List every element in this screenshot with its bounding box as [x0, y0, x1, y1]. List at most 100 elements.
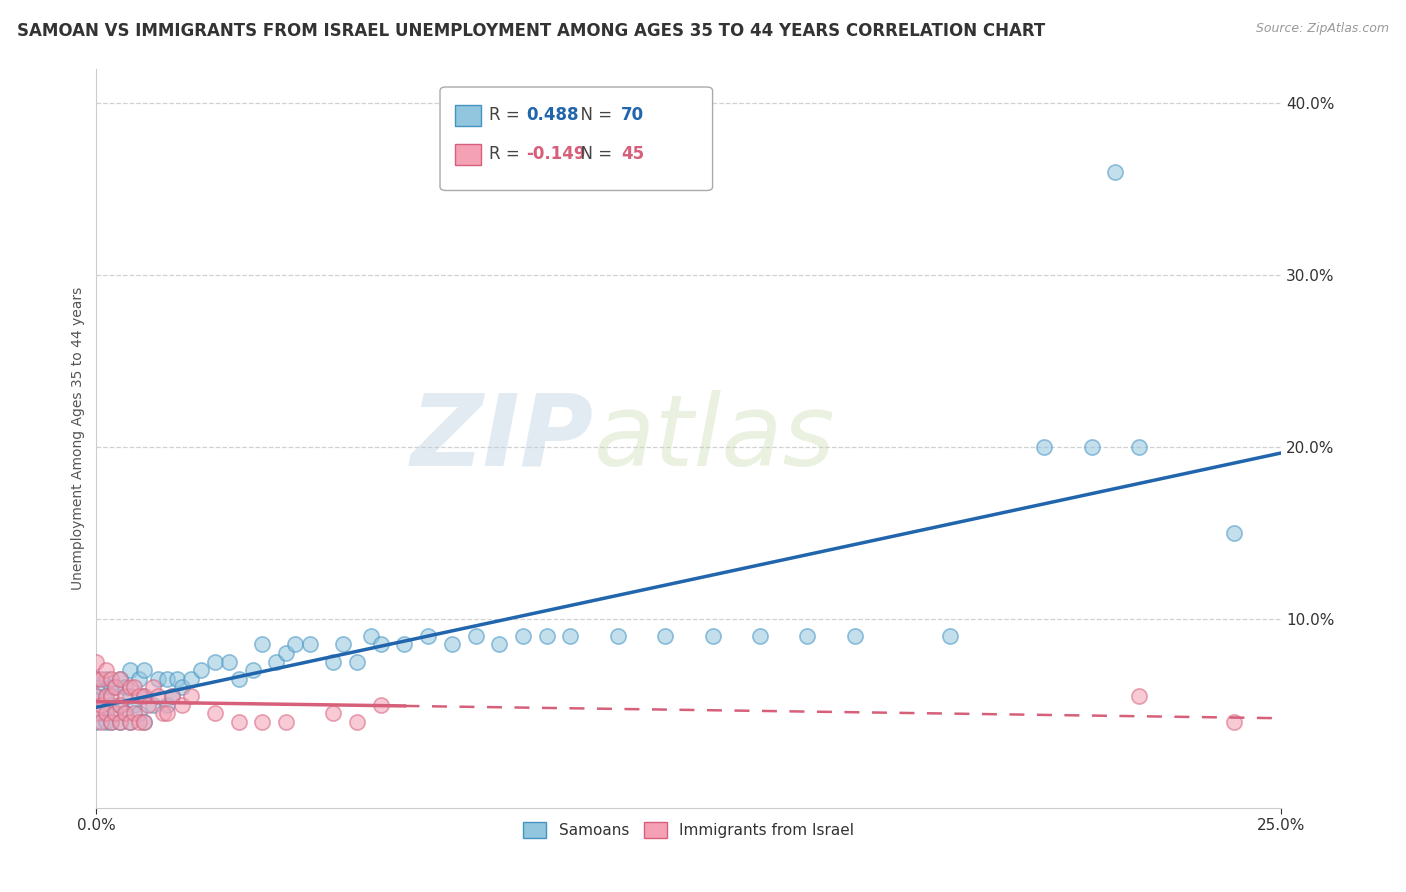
Point: [512, 629, 534, 643]
Point: [132, 663, 155, 677]
Point: [90, 672, 112, 686]
Point: [90, 714, 112, 729]
Point: [1081, 440, 1104, 454]
Text: N =: N =: [571, 106, 613, 124]
Point: [370, 637, 392, 651]
Point: [252, 714, 274, 729]
Text: 70: 70: [621, 106, 644, 124]
Point: [86, 689, 108, 703]
Point: [108, 698, 131, 712]
Point: [104, 706, 127, 721]
Point: [1033, 440, 1056, 454]
Point: [180, 672, 202, 686]
Point: [118, 663, 141, 677]
Point: [108, 672, 131, 686]
Point: [104, 681, 127, 695]
Point: [100, 672, 122, 686]
Point: [322, 706, 344, 721]
Point: [94, 689, 117, 703]
Point: [118, 681, 141, 695]
Point: [94, 689, 117, 703]
Point: [156, 672, 179, 686]
Point: [90, 706, 112, 721]
Point: [138, 698, 160, 712]
Point: [100, 714, 122, 729]
Point: [418, 629, 440, 643]
Point: [142, 698, 165, 712]
FancyBboxPatch shape: [440, 87, 713, 191]
Point: [142, 681, 165, 695]
Point: [94, 663, 117, 677]
Point: [160, 689, 183, 703]
Text: N =: N =: [571, 145, 613, 162]
Point: [146, 672, 169, 686]
Point: [242, 663, 264, 677]
Point: [440, 637, 463, 651]
Point: [702, 629, 724, 643]
Point: [284, 637, 307, 651]
Point: [228, 714, 250, 729]
Text: -0.149: -0.149: [526, 145, 586, 162]
Point: [94, 714, 117, 729]
Point: [298, 637, 321, 651]
Point: [94, 706, 117, 721]
Point: [128, 689, 150, 703]
Point: [170, 681, 193, 695]
Point: [274, 646, 297, 660]
FancyBboxPatch shape: [456, 144, 481, 165]
Point: [394, 637, 416, 651]
Point: [252, 637, 274, 651]
Point: [654, 629, 676, 643]
Point: [796, 629, 818, 643]
Point: [1223, 714, 1246, 729]
Point: [218, 655, 240, 669]
Text: 0.488: 0.488: [526, 106, 579, 124]
Point: [114, 681, 136, 695]
Point: [114, 706, 136, 721]
Point: [156, 698, 179, 712]
Point: [266, 655, 288, 669]
Point: [86, 672, 108, 686]
Point: [132, 714, 155, 729]
Point: [560, 629, 582, 643]
Point: [488, 637, 510, 651]
Text: Source: ZipAtlas.com: Source: ZipAtlas.com: [1256, 22, 1389, 36]
Point: [132, 689, 155, 703]
Point: [322, 655, 344, 669]
FancyBboxPatch shape: [456, 105, 481, 126]
Point: [749, 629, 772, 643]
Point: [190, 663, 212, 677]
Point: [346, 714, 368, 729]
Point: [1128, 689, 1150, 703]
Point: [156, 706, 179, 721]
Point: [122, 706, 145, 721]
Point: [90, 681, 112, 695]
Point: [128, 672, 150, 686]
Point: [844, 629, 866, 643]
Point: [166, 672, 188, 686]
Point: [108, 672, 131, 686]
Point: [1223, 525, 1246, 540]
Legend: Samoans, Immigrants from Israel: Samoans, Immigrants from Israel: [517, 816, 860, 845]
Text: atlas: atlas: [595, 390, 835, 487]
Point: [86, 689, 108, 703]
Point: [160, 689, 183, 703]
Point: [86, 714, 108, 729]
Point: [118, 714, 141, 729]
Text: SAMOAN VS IMMIGRANTS FROM ISRAEL UNEMPLOYMENT AMONG AGES 35 TO 44 YEARS CORRELAT: SAMOAN VS IMMIGRANTS FROM ISRAEL UNEMPLO…: [17, 22, 1045, 40]
Text: ZIP: ZIP: [411, 390, 595, 487]
Point: [104, 706, 127, 721]
Point: [114, 706, 136, 721]
Point: [118, 689, 141, 703]
Point: [1104, 164, 1126, 178]
Point: [204, 655, 226, 669]
Point: [204, 706, 226, 721]
Point: [228, 672, 250, 686]
Point: [1128, 440, 1150, 454]
Point: [122, 681, 145, 695]
Point: [128, 714, 150, 729]
Point: [332, 637, 354, 651]
Point: [128, 706, 150, 721]
Text: R =: R =: [489, 106, 524, 124]
Point: [100, 714, 122, 729]
